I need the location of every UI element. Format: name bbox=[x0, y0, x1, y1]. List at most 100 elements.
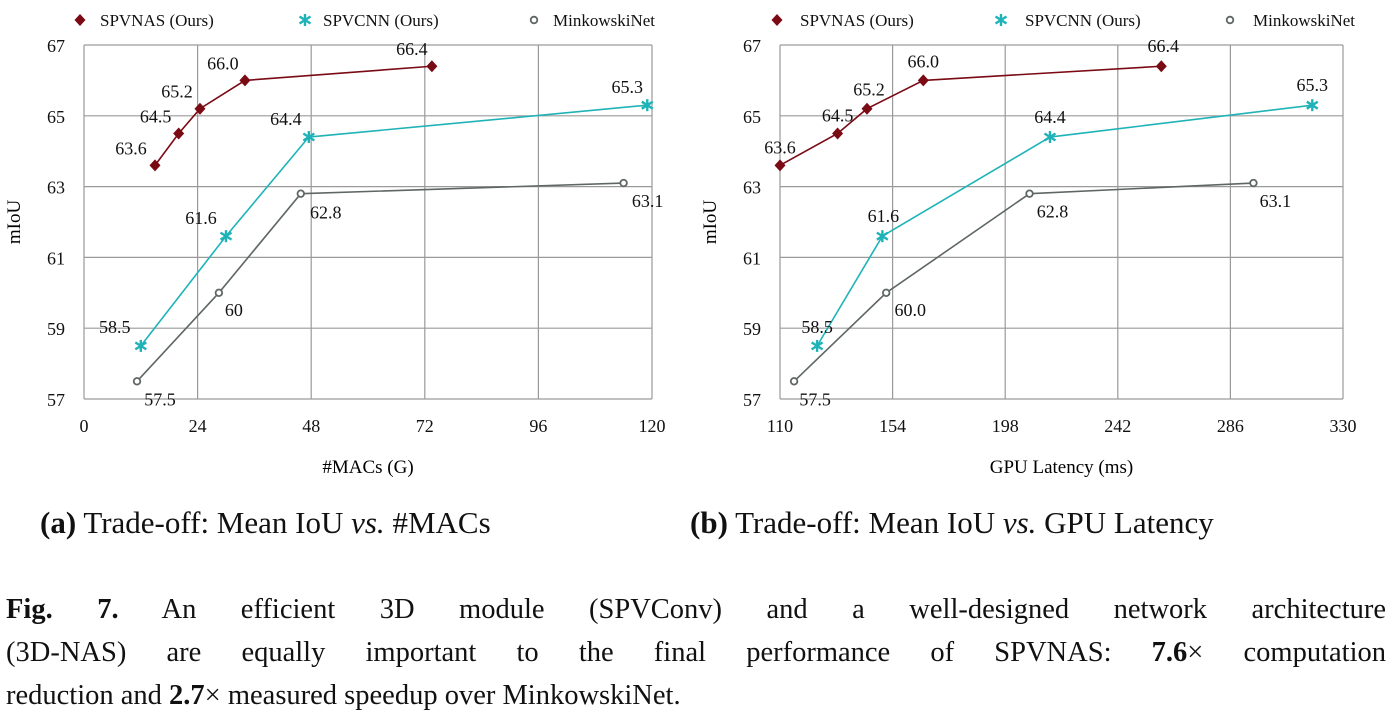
x-axis-label: GPU Latency (ms) bbox=[990, 457, 1134, 478]
star-stroke bbox=[810, 341, 824, 351]
series-line bbox=[136, 182, 624, 382]
y-tick-label: 65 bbox=[743, 107, 761, 127]
x-tick-label: 242 bbox=[1104, 416, 1131, 436]
diamond-marker bbox=[917, 74, 929, 87]
series-spvnas: 63.6 64.5 65.2 66.0 66.4 bbox=[115, 39, 438, 172]
legend-label: MinkowskiNet bbox=[553, 11, 655, 30]
x-tick-label: 24 bbox=[189, 416, 207, 436]
legend-label: SPVCNN (Ours) bbox=[1025, 11, 1141, 30]
x-tick-label: 110 bbox=[767, 416, 793, 436]
x-tick-label: 330 bbox=[1330, 416, 1357, 436]
star-marker bbox=[810, 339, 824, 352]
subcaption-tag: (b) bbox=[690, 505, 728, 540]
diamond-marker bbox=[74, 14, 86, 26]
data-label: 64.5 bbox=[822, 106, 854, 126]
y-tick-label: 67 bbox=[47, 36, 65, 56]
diamond-marker bbox=[861, 102, 873, 115]
circle-marker bbox=[1249, 178, 1258, 188]
data-label: 57.5 bbox=[144, 389, 176, 409]
figure-charts: 0 24 48 72 96 120 57 59 61 63 65 67 #MACs (G) mIoU 63.… bbox=[4, 11, 1357, 478]
y-tick-label: 61 bbox=[47, 248, 65, 268]
x-tick-label: 154 bbox=[879, 416, 906, 436]
star-stroke bbox=[134, 341, 147, 351]
star-stroke bbox=[302, 132, 315, 142]
x-tick-label: 120 bbox=[639, 416, 666, 436]
star-stroke bbox=[298, 15, 312, 25]
circle-marker bbox=[789, 377, 799, 386]
subcaption-a: (a) Trade-off: Mean IoU vs. #MACs bbox=[40, 505, 491, 541]
diamond-marker bbox=[173, 127, 185, 140]
star-stroke bbox=[1306, 100, 1319, 110]
data-label: 62.8 bbox=[1037, 202, 1069, 222]
circle-marker bbox=[529, 15, 539, 25]
series-line bbox=[816, 104, 1313, 347]
figure-caption: Fig. 7. An efficient 3D module (SPVConv)… bbox=[6, 588, 1386, 717]
diamond-marker bbox=[771, 14, 783, 26]
star-marker bbox=[134, 339, 147, 352]
star-stroke bbox=[994, 15, 1008, 25]
chart-latency: 110 154 198 242 286 330 57 59 61 63 65 67 GPU Latenc… bbox=[700, 11, 1357, 478]
star-marker bbox=[1306, 99, 1319, 112]
x-tick-label: 48 bbox=[302, 416, 320, 436]
legend-item: SPVNAS (Ours) bbox=[74, 11, 214, 30]
data-label: 64.4 bbox=[1034, 107, 1066, 127]
star-marker bbox=[302, 131, 315, 144]
data-label: 66.4 bbox=[396, 39, 428, 59]
series-spvnas: 63.6 64.5 65.2 66.0 66.4 bbox=[764, 36, 1180, 172]
x-tick-label: 0 bbox=[80, 416, 89, 436]
diamond-marker bbox=[149, 159, 161, 172]
star-marker bbox=[994, 14, 1008, 26]
caption-bold-value: 2.7 bbox=[169, 680, 205, 711]
data-label: 57.5 bbox=[799, 389, 831, 409]
circle-marker bbox=[1225, 15, 1235, 25]
star-marker bbox=[298, 14, 312, 26]
star-stroke bbox=[876, 231, 889, 241]
y-tick-label: 63 bbox=[743, 178, 761, 198]
subcaption-b: (b) Trade-off: Mean IoU vs. GPU Latency bbox=[690, 505, 1214, 541]
data-label: 66.0 bbox=[207, 53, 239, 73]
x-tick-label: 96 bbox=[529, 416, 547, 436]
legend-label: SPVNAS (Ours) bbox=[800, 11, 914, 30]
star-stroke bbox=[1043, 132, 1057, 142]
data-label: 66.4 bbox=[1148, 36, 1180, 56]
series-minkowskinet: 57.5 60 62.8 63.1 bbox=[132, 178, 663, 409]
data-label: 63.6 bbox=[764, 137, 796, 157]
data-label: 64.4 bbox=[270, 109, 302, 129]
circle-marker bbox=[619, 178, 628, 188]
circle-marker bbox=[882, 288, 891, 297]
subcaption-rest: GPU Latency bbox=[1036, 505, 1214, 540]
star-marker bbox=[876, 230, 889, 243]
legend-item: MinkowskiNet bbox=[529, 11, 655, 30]
star-stroke bbox=[219, 231, 233, 241]
legend-item: SPVCNN (Ours) bbox=[994, 11, 1141, 30]
diamond-marker bbox=[774, 159, 786, 172]
star-stroke bbox=[641, 100, 654, 110]
diamond-marker bbox=[426, 60, 438, 73]
diamond-marker bbox=[194, 102, 206, 115]
data-label: 64.5 bbox=[140, 107, 172, 127]
y-tick-label: 57 bbox=[47, 390, 65, 410]
caption-text: × measured speedup over MinkowskiNet. bbox=[204, 680, 681, 711]
y-tick-label: 59 bbox=[47, 319, 65, 339]
y-axis-label: mIoU bbox=[700, 200, 721, 245]
circle-marker bbox=[214, 288, 224, 297]
data-label: 66.0 bbox=[908, 51, 940, 71]
data-label: 58.5 bbox=[99, 317, 131, 337]
diamond-marker bbox=[1155, 60, 1167, 73]
star-marker bbox=[641, 99, 654, 112]
legend-item: SPVCNN (Ours) bbox=[298, 11, 439, 30]
y-tick-label: 63 bbox=[47, 178, 65, 198]
x-tick-label: 286 bbox=[1217, 416, 1244, 436]
data-label: 60.0 bbox=[894, 300, 926, 320]
subcaption-text: Trade-off: Mean IoU bbox=[727, 505, 1003, 540]
data-label: 62.8 bbox=[310, 203, 342, 223]
subcaption-tag: (a) bbox=[40, 505, 77, 540]
data-label: 61.6 bbox=[868, 206, 900, 226]
data-label: 65.3 bbox=[1297, 75, 1329, 95]
circle-marker bbox=[132, 377, 142, 386]
y-tick-label: 59 bbox=[743, 319, 761, 339]
legend-label: SPVCNN (Ours) bbox=[323, 11, 439, 30]
x-axis-label: #MACs (G) bbox=[322, 457, 413, 478]
data-label: 58.5 bbox=[801, 317, 833, 337]
series-line bbox=[140, 104, 648, 347]
